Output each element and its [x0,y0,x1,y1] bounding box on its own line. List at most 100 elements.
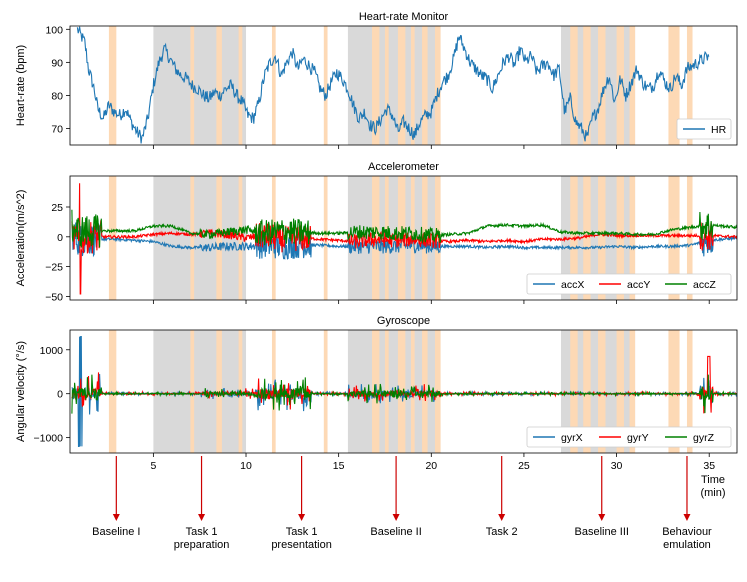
phase-annotation: Baseline III [575,456,629,538]
phase-label: Baseline I [92,526,140,538]
y-tick-label: 0 [57,232,63,244]
orange-band [668,26,680,145]
orange-band [434,176,441,300]
orange-band [397,26,406,145]
series-group [71,336,737,447]
orange-band [668,330,680,453]
phase-arrow-head [498,514,506,521]
series-line-gyrZ [71,374,737,414]
orange-band [384,330,389,453]
orange-band [108,26,117,145]
chart-title: Gyroscope [377,315,430,327]
orange-band [384,26,389,145]
y-tick-label: −25 [45,262,63,274]
legend-box [526,273,732,295]
phase-arrow-head [598,514,606,521]
x-tick-label: 25 [518,460,530,472]
orange-band [190,330,195,453]
phase-annotation: Baseline I [92,456,140,538]
orange-band [238,26,243,145]
orange-band [629,330,636,453]
x-tick-label: 20 [425,460,437,472]
x-tick-label: 35 [703,460,715,472]
orange-band [434,26,441,145]
phase-shading [108,26,693,145]
orange-band [108,330,117,453]
chart-title: Accelerometer [368,161,439,173]
orange-band [616,176,624,300]
y-tick-label: 90 [51,57,63,69]
x-unit-label: Time [701,474,725,486]
x-tick-label: 10 [240,460,252,472]
orange-band [686,330,693,453]
phase-label: Baseline II [370,526,421,538]
phase-label: Task 1 [186,526,218,538]
legend: accX accY accZ [526,273,732,295]
x-tick-label: 5 [150,460,156,472]
phase-annotation: Task 2 [486,456,518,538]
orange-band [686,176,693,300]
orange-band [323,26,328,145]
orange-band [629,176,636,300]
phase-label: Baseline III [575,526,629,538]
phase-arrow-head [112,514,120,521]
panel-gyroscope: Gyroscope Angular velocity (°/s) −1000 0 100… [15,315,738,499]
phase-annotation: Baseline II [370,456,422,538]
orange-band [216,26,222,145]
orange-band [570,330,578,453]
phase-arrow-head [298,514,306,521]
axes-frame [69,175,738,301]
orange-band [570,26,578,145]
y-tick-label: 70 [51,123,63,135]
gray-band [153,330,247,453]
series-line-HR [76,26,710,144]
legend-label: accX [561,279,584,291]
y-axis-label: Angular velocity (°/s) [15,341,27,442]
legend-label: gyrX [561,432,583,444]
orange-band [686,26,693,145]
orange-band [616,26,624,145]
legend-label: HR [711,124,727,136]
phase-label: Task 2 [486,526,518,538]
orange-band [616,330,624,453]
orange-band [598,176,606,300]
y-tick-label: −1000 [34,433,64,445]
legend-label: gyrZ [693,432,715,444]
orange-band [598,330,606,453]
y-tick-label: 25 [51,202,63,214]
y-tick-label: 80 [51,90,63,102]
gray-band [153,176,247,300]
orange-band [271,26,276,145]
phase-arrow-head [683,514,691,521]
legend-label: accY [627,279,650,291]
phase-label: Behaviour [662,526,712,538]
legend: HR [676,118,732,140]
legend-label: gyrY [627,432,649,444]
x-tick-label: 15 [333,460,345,472]
orange-band [583,176,591,300]
y-tick-label: 1000 [40,345,64,357]
series-line-accZ [71,209,737,248]
orange-band [372,26,380,145]
phase-label: presentation [271,539,332,551]
y-tick-label: 100 [45,24,63,36]
y-tick-label: −50 [45,291,63,303]
chart-title: Heart-rate Monitor [359,11,449,23]
y-tick-label: 0 [57,389,63,401]
orange-band [583,26,591,145]
gray-band [153,26,247,145]
orange-band [216,176,222,300]
series-group [76,26,710,144]
x-tick-label: 30 [611,460,623,472]
phase-label: Task 1 [286,526,318,538]
axes-frame [69,329,738,454]
orange-band [323,330,328,453]
orange-band [598,26,606,145]
phase-label: emulation [663,539,711,551]
phase-arrow-head [392,514,400,521]
orange-band [629,26,636,145]
axes-frame [69,25,738,146]
